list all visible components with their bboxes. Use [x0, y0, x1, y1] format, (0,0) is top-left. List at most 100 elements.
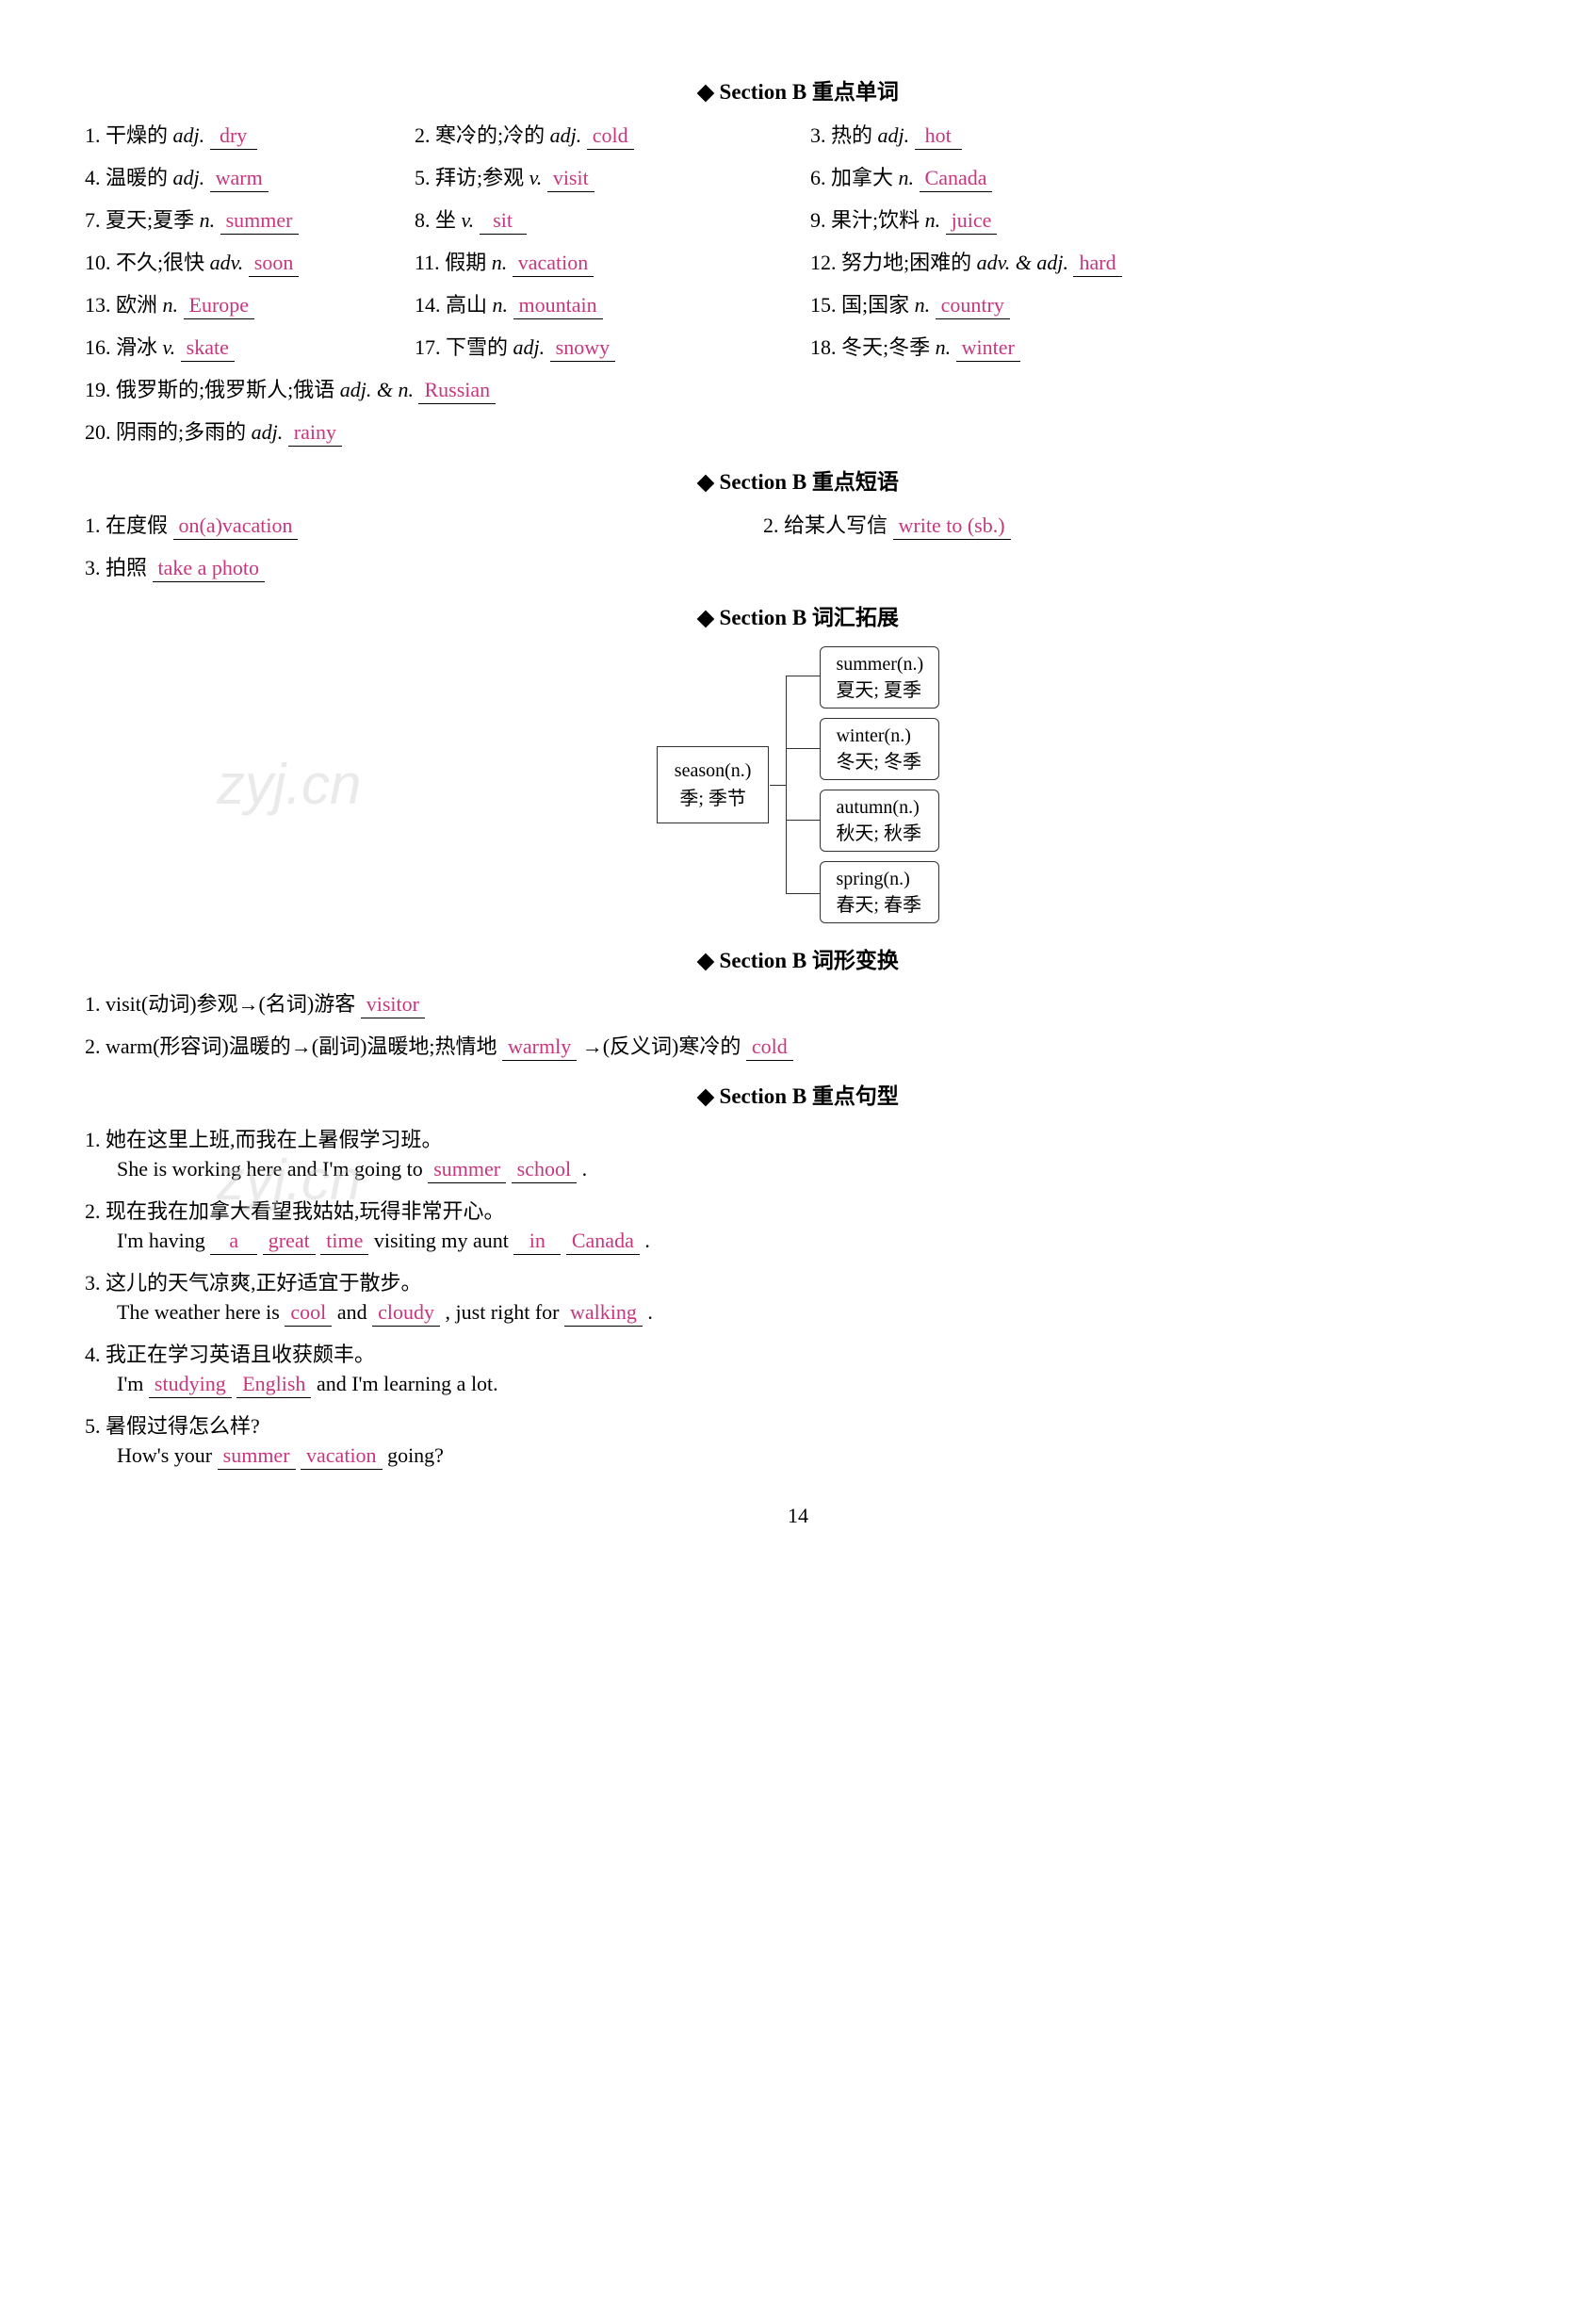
phrase-zh: 在度假: [106, 513, 168, 537]
vocab-item: 1. 干燥的 adj. dry: [85, 119, 415, 150]
vocab-num: 3.: [810, 123, 826, 147]
vocab-num: 6.: [810, 166, 826, 189]
sentence-item: 4. 我正在学习英语且收获颇丰。 I'm studying English and…: [85, 1338, 1511, 1398]
vocab-item: 10. 不久;很快 adv. soon: [85, 246, 415, 277]
vocab-num: 10.: [85, 251, 111, 274]
form-text: warm(形容词)温暖的→(副词)温暖地;热情地: [106, 1034, 497, 1058]
vocab-pos: adj.: [550, 123, 582, 147]
vocab-pos: n.: [163, 293, 179, 317]
vocab-zh: 阴雨的;多雨的: [116, 420, 246, 444]
vocab-pos: n.: [936, 335, 952, 359]
sentence-blank: school: [512, 1157, 577, 1183]
sentence-en: I'm studying English and I'm learning a …: [117, 1372, 1511, 1398]
vocab-answer: warm: [210, 166, 269, 192]
node-en: season(n.): [675, 760, 752, 781]
sentence-en: She is working here and I'm going to sum…: [117, 1157, 1511, 1183]
page-number: 14: [85, 1504, 1511, 1528]
vocab-zh: 夏天;夏季: [106, 208, 194, 232]
sentence-item: 1. 她在这里上班,而我在上暑假学习班。She is working here …: [85, 1123, 1511, 1183]
sentence-item: 2. 现在我在加拿大看望我姑姑,玩得非常开心。 I'm having a grea…: [85, 1195, 1511, 1255]
vocab-zh: 果汁;饮料: [831, 208, 920, 232]
vocab-item: 18. 冬天;冬季 n. winter: [810, 331, 1511, 362]
vocab-zh: 努力地;困难的: [841, 251, 971, 274]
vocab-answer: juice: [946, 208, 998, 235]
sentence-en-text: visiting my aunt: [374, 1229, 509, 1252]
sentence-zh: 3. 这儿的天气凉爽,正好适宜于散步。: [85, 1266, 1511, 1296]
vocab-zh: 冬天;冬季: [841, 335, 930, 359]
vocab-num: 1.: [85, 123, 101, 147]
vocab-item: 13. 欧洲 n. Europe: [85, 288, 415, 319]
sentence-en: How's your summer vacation going?: [117, 1443, 1511, 1470]
vocab-item: 8. 坐 v. sit: [415, 204, 810, 235]
sentence-en-text: going?: [387, 1443, 444, 1467]
vocab-answer: winter: [956, 335, 1020, 362]
vocab-zh: 坐: [435, 208, 456, 232]
phrase-item: 3. 拍照 take a photo: [85, 551, 1511, 582]
vocab-num: 19.: [85, 378, 111, 401]
phrase-zh: 拍照: [106, 556, 147, 579]
sentence-blank: great: [263, 1229, 316, 1255]
sentence-en-text: She is working here and I'm going to: [117, 1157, 423, 1181]
phrase-answer: take a photo: [153, 556, 266, 582]
sentence-en: The weather here is cool and cloudy , ju…: [117, 1300, 1511, 1327]
vocab-zh: 滑冰: [116, 335, 157, 359]
sentence-en: I'm having a great time visiting my aunt…: [117, 1229, 1511, 1255]
vocab-zh: 拜访;参观: [435, 166, 524, 189]
vocab-answer: soon: [249, 251, 300, 277]
vocab-zh: 寒冷的;冷的: [435, 123, 545, 147]
vocab-pos: n.: [493, 293, 509, 317]
tree-root-node: season(n.) 季; 季节: [657, 746, 770, 823]
phrase-answer: on(a)vacation: [173, 513, 299, 540]
vocab-pos: adj.: [173, 166, 205, 189]
form-answer: visitor: [361, 992, 425, 1018]
section-title-forms: Section B 词形变换: [85, 942, 1511, 974]
form-text: →(反义词)寒冷的: [582, 1034, 741, 1058]
vocab-item: 19. 俄罗斯的;俄罗斯人;俄语 adj. & n. Russian: [85, 373, 1511, 404]
sentence-blank: summer: [218, 1443, 296, 1470]
node-en: winter(n.): [836, 725, 910, 746]
phrase-item: 2. 给某人写信 write to (sb.): [763, 509, 1511, 540]
vocab-num: 11.: [415, 251, 440, 274]
phrase-num: 1.: [85, 513, 101, 537]
vocab-zh: 欧洲: [116, 293, 157, 317]
sentence-blank: studying: [149, 1372, 232, 1398]
vocab-answer: hot: [915, 123, 962, 150]
section-title-sentences: Section B 重点句型: [85, 1078, 1511, 1110]
vocab-pos: v.: [462, 208, 475, 232]
sentence-blank: vacation: [301, 1443, 383, 1470]
sentence-zh: 4. 我正在学习英语且收获颇丰。: [85, 1338, 1511, 1368]
vocab-answer: rainy: [288, 420, 342, 447]
form-num: 1.: [85, 992, 101, 1016]
form-item: 1. visit(动词)参观→(名词)游客 visitor: [85, 987, 1511, 1018]
vocab-num: 14.: [415, 293, 441, 317]
vocab-item: 12. 努力地;困难的 adv. & adj. hard: [810, 246, 1511, 277]
vocab-num: 13.: [85, 293, 111, 317]
form-text: visit(动词)参观→(名词)游客: [106, 992, 355, 1016]
sentence-en-text: How's your: [117, 1443, 212, 1467]
phrase-num: 3.: [85, 556, 101, 579]
vocab-num: 2.: [415, 123, 431, 147]
sentence-en-text: I'm: [117, 1372, 143, 1395]
vocab-num: 5.: [415, 166, 431, 189]
sentence-en-text: and: [337, 1300, 367, 1324]
vocab-zh: 干燥的: [106, 123, 168, 147]
vocab-pos: adj.: [513, 335, 546, 359]
vocab-num: 20.: [85, 420, 111, 444]
worksheet-page: zyj.cn zyj.cn Section B 重点单词 1. 干燥的 adj.…: [85, 73, 1511, 1528]
vocab-pos: v.: [163, 335, 176, 359]
sentence-blank: in: [513, 1229, 561, 1255]
tree-child-node: winter(n.)冬天; 冬季: [820, 718, 939, 780]
vocab-item: 17. 下雪的 adj. snowy: [415, 331, 810, 362]
sentence-en-text: The weather here is: [117, 1300, 280, 1324]
sentence-zh: 2. 现在我在加拿大看望我姑姑,玩得非常开心。: [85, 1195, 1511, 1225]
vocab-answer: cold: [587, 123, 634, 150]
vocab-item: 5. 拜访;参观 v. visit: [415, 161, 810, 192]
vocab-num: 9.: [810, 208, 826, 232]
vocab-answer: Russian: [418, 378, 496, 404]
vocab-zh: 俄罗斯的;俄罗斯人;俄语: [116, 378, 334, 401]
vocab-pos: adv. & adj.: [977, 251, 1068, 274]
tree-child-node: summer(n.)夏天; 夏季: [820, 646, 939, 709]
tree-bracket: [786, 676, 820, 894]
form-answer: warmly: [502, 1034, 577, 1061]
vocab-pos: adj.: [252, 420, 284, 444]
